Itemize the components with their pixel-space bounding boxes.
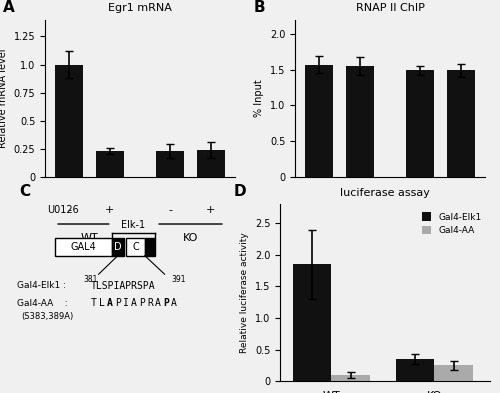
Text: (S383,389A): (S383,389A)	[22, 312, 74, 321]
Text: L: L	[99, 298, 105, 309]
Text: +: +	[105, 205, 115, 215]
Title: luciferase assay: luciferase assay	[340, 188, 430, 198]
Bar	[406, 70, 434, 177]
Title: RNAP II ChIP: RNAP II ChIP	[356, 3, 424, 13]
FancyBboxPatch shape	[112, 238, 124, 255]
Text: C: C	[132, 242, 139, 252]
Text: A: A	[107, 298, 113, 309]
Text: +: +	[355, 205, 364, 215]
Text: A: A	[131, 298, 137, 309]
Text: +: +	[206, 205, 216, 215]
Bar	[346, 66, 374, 177]
Text: WT: WT	[80, 233, 98, 243]
Text: -: -	[318, 205, 322, 215]
Text: P: P	[139, 298, 145, 309]
Text: GAL4: GAL4	[70, 242, 96, 252]
Bar	[305, 65, 334, 177]
Text: I: I	[123, 298, 129, 309]
Text: Gal4-AA    :: Gal4-AA :	[17, 299, 68, 308]
Text: P: P	[163, 298, 169, 309]
Y-axis label: % Input: % Input	[254, 79, 264, 117]
Text: Elk-1: Elk-1	[121, 220, 146, 230]
Legend: Gal4-Elk1, Gal4-AA: Gal4-Elk1, Gal4-AA	[419, 209, 486, 239]
Bar	[396, 359, 434, 381]
Text: -: -	[418, 205, 422, 215]
Bar	[196, 150, 225, 177]
Text: 381: 381	[83, 275, 98, 284]
Text: T: T	[91, 298, 97, 309]
Text: R: R	[147, 298, 153, 309]
Text: U0126: U0126	[297, 205, 329, 215]
Text: +: +	[456, 205, 466, 215]
Text: -: -	[168, 205, 172, 215]
Text: C: C	[20, 184, 30, 198]
Y-axis label: Relative luciferase activity: Relative luciferase activity	[240, 232, 249, 353]
Bar	[293, 264, 332, 381]
Text: D: D	[234, 184, 246, 198]
Text: 391: 391	[171, 275, 186, 284]
Text: WT: WT	[330, 233, 348, 243]
Bar	[156, 151, 184, 177]
Y-axis label: Relative mRNA level: Relative mRNA level	[0, 48, 8, 148]
FancyBboxPatch shape	[145, 238, 154, 255]
Text: U0126: U0126	[47, 205, 79, 215]
Bar	[446, 70, 475, 177]
Text: TLSPIAPRSPA: TLSPIAPRSPA	[91, 281, 156, 291]
FancyBboxPatch shape	[54, 238, 112, 255]
Text: Gal4-Elk1 :: Gal4-Elk1 :	[17, 281, 66, 290]
Text: B: B	[253, 0, 265, 15]
Bar	[434, 365, 473, 381]
FancyBboxPatch shape	[126, 238, 145, 255]
Text: -: -	[68, 205, 71, 215]
Text: D: D	[114, 242, 122, 252]
Bar	[55, 64, 84, 177]
Text: P: P	[115, 298, 121, 309]
Text: A: A	[3, 0, 15, 15]
Text: KO: KO	[183, 233, 198, 243]
Bar	[96, 151, 124, 177]
Text: A: A	[171, 298, 177, 309]
Title: Egr1 mRNA: Egr1 mRNA	[108, 3, 172, 13]
Bar	[332, 375, 370, 381]
Text: A: A	[155, 298, 161, 309]
Text: KO: KO	[433, 233, 448, 243]
